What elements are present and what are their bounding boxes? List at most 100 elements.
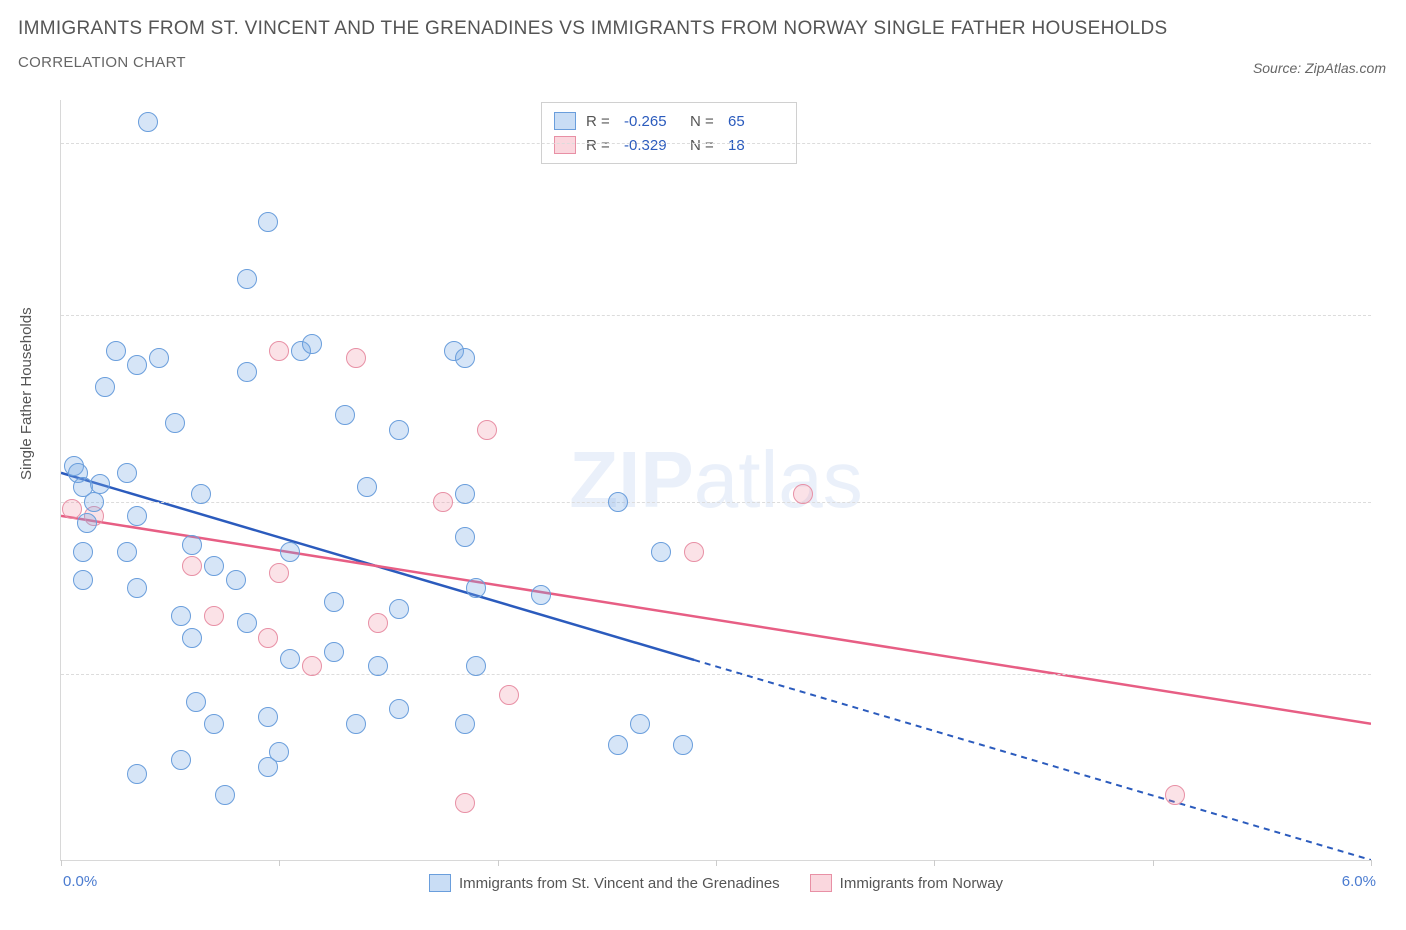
scatter-point-series-a (117, 463, 137, 483)
x-tick-mark (1153, 860, 1154, 866)
r-value-b: -0.329 (624, 137, 680, 154)
scatter-point-series-a (171, 750, 191, 770)
scatter-point-series-a (389, 699, 409, 719)
scatter-point-series-a (204, 556, 224, 576)
swatch-series-b (554, 136, 576, 154)
scatter-point-series-a (258, 707, 278, 727)
chart-title-line2: CORRELATION CHART (18, 54, 1168, 71)
scatter-point-series-a (204, 714, 224, 734)
scatter-point-series-a (127, 355, 147, 375)
scatter-point-series-a (127, 506, 147, 526)
scatter-plot-area: ZIPatlas R = -0.265 N = 65 R = -0.329 N … (60, 100, 1371, 861)
scatter-point-series-a (95, 377, 115, 397)
scatter-point-series-a (127, 578, 147, 598)
stats-row-series-a: R = -0.265 N = 65 (554, 109, 784, 133)
title-block: IMMIGRANTS FROM ST. VINCENT AND THE GREN… (18, 18, 1168, 71)
y-tick-label: 5.0% (1381, 133, 1406, 150)
scatter-point-series-b (302, 656, 322, 676)
legend-label-a: Immigrants from St. Vincent and the Gren… (459, 875, 780, 892)
y-tick-label: 1.3% (1381, 664, 1406, 681)
n-value-b: 18 (728, 137, 784, 154)
x-tick-mark (61, 860, 62, 866)
bottom-legend: Immigrants from St. Vincent and the Gren… (61, 874, 1371, 892)
scatter-point-series-a (127, 764, 147, 784)
x-tick-mark (716, 860, 717, 866)
trend-lines-svg (61, 100, 1371, 860)
scatter-point-series-b (204, 606, 224, 626)
scatter-point-series-a (77, 513, 97, 533)
scatter-point-series-a (84, 492, 104, 512)
scatter-point-series-b (793, 484, 813, 504)
legend-label-b: Immigrants from Norway (840, 875, 1003, 892)
scatter-point-series-a (117, 542, 137, 562)
trend-line-solid (61, 516, 1371, 724)
y-tick-label: 2.5% (1381, 492, 1406, 509)
stats-row-series-b: R = -0.329 N = 18 (554, 133, 784, 157)
scatter-point-series-a (357, 477, 377, 497)
gridline (61, 502, 1371, 503)
scatter-point-series-a (466, 578, 486, 598)
scatter-point-series-a (630, 714, 650, 734)
scatter-point-series-a (302, 334, 322, 354)
y-tick-label: 3.8% (1381, 305, 1406, 322)
x-tick-mark (934, 860, 935, 866)
scatter-point-series-b (684, 542, 704, 562)
swatch-series-a (554, 112, 576, 130)
watermark: ZIPatlas (569, 434, 862, 526)
scatter-point-series-a (215, 785, 235, 805)
scatter-point-series-a (455, 484, 475, 504)
scatter-point-series-a (324, 592, 344, 612)
scatter-point-series-b (433, 492, 453, 512)
scatter-point-series-a (258, 212, 278, 232)
scatter-point-series-a (324, 642, 344, 662)
scatter-point-series-a (182, 628, 202, 648)
scatter-point-series-b (1165, 785, 1185, 805)
scatter-point-series-a (389, 599, 409, 619)
scatter-point-series-a (455, 714, 475, 734)
scatter-point-series-a (237, 362, 257, 382)
scatter-point-series-a (389, 420, 409, 440)
scatter-point-series-b (346, 348, 366, 368)
scatter-point-series-a (171, 606, 191, 626)
x-tick-mark (498, 860, 499, 866)
scatter-point-series-a (673, 735, 693, 755)
scatter-point-series-b (258, 628, 278, 648)
scatter-point-series-a (237, 269, 257, 289)
scatter-point-series-a (608, 492, 628, 512)
scatter-point-series-a (651, 542, 671, 562)
scatter-point-series-a (191, 484, 211, 504)
scatter-point-series-b (368, 613, 388, 633)
swatch-series-a-icon (429, 874, 451, 892)
scatter-point-series-a (237, 613, 257, 633)
scatter-point-series-a (280, 542, 300, 562)
scatter-point-series-a (73, 570, 93, 590)
r-value-a: -0.265 (624, 113, 680, 130)
scatter-point-series-a (165, 413, 185, 433)
scatter-point-series-a (73, 542, 93, 562)
x-tick-mark (1371, 860, 1372, 866)
n-value-a: 65 (728, 113, 784, 130)
stats-legend: R = -0.265 N = 65 R = -0.329 N = 18 (541, 102, 797, 164)
scatter-point-series-a (226, 570, 246, 590)
scatter-point-series-a (186, 692, 206, 712)
scatter-point-series-a (455, 348, 475, 368)
scatter-point-series-a (608, 735, 628, 755)
legend-item-series-b: Immigrants from Norway (810, 874, 1003, 892)
scatter-point-series-b (269, 563, 289, 583)
swatch-series-b-icon (810, 874, 832, 892)
scatter-point-series-b (269, 341, 289, 361)
scatter-point-series-a (368, 656, 388, 676)
scatter-point-series-a (138, 112, 158, 132)
scatter-point-series-a (269, 742, 289, 762)
y-axis-label: Single Father Households (18, 307, 35, 480)
scatter-point-series-a (455, 527, 475, 547)
scatter-point-series-b (477, 420, 497, 440)
trend-line-dashed (694, 660, 1371, 860)
scatter-point-series-a (335, 405, 355, 425)
scatter-point-series-a (466, 656, 486, 676)
chart-title-line1: IMMIGRANTS FROM ST. VINCENT AND THE GREN… (18, 18, 1168, 40)
scatter-point-series-b (182, 556, 202, 576)
scatter-point-series-a (182, 535, 202, 555)
gridline (61, 674, 1371, 675)
scatter-point-series-a (149, 348, 169, 368)
